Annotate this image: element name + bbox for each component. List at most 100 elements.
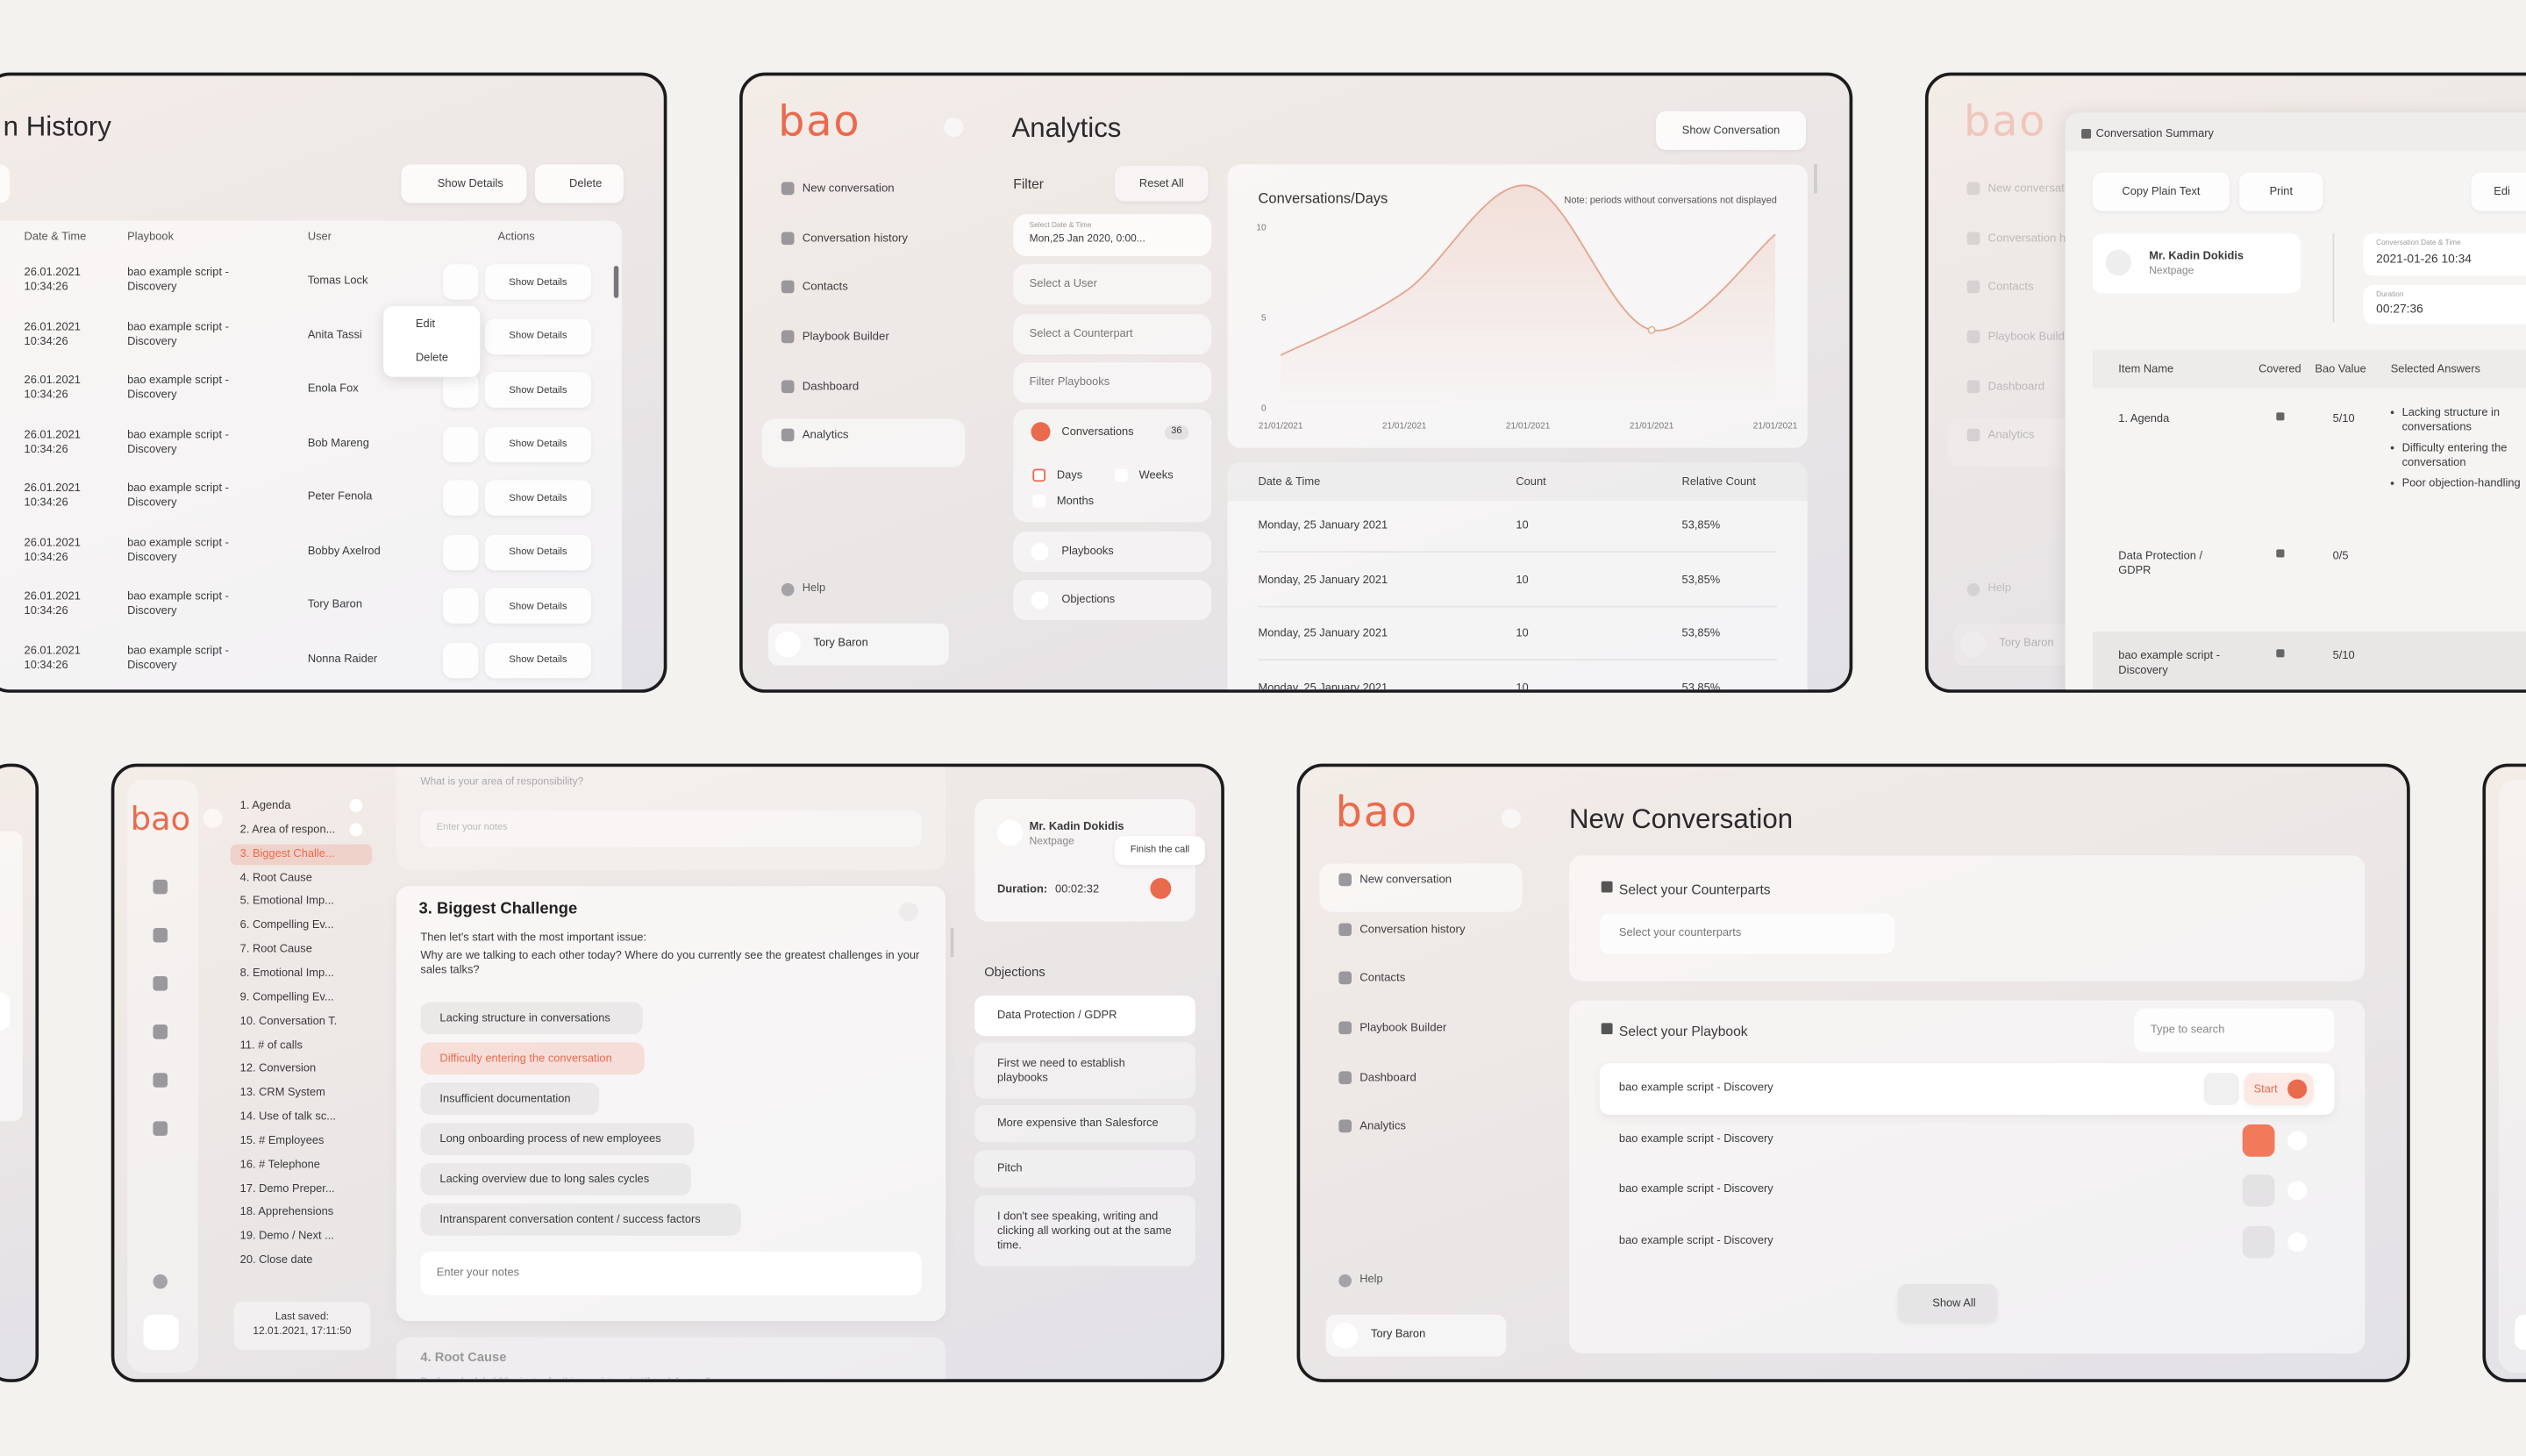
nav-item[interactable]: Analytics <box>802 426 849 442</box>
menu-item[interactable]: Edit <box>415 318 436 331</box>
answer-option[interactable]: Lacking overview due to long sales cycle… <box>420 1163 691 1195</box>
button[interactable]: Show Conversation <box>1656 111 1806 150</box>
step[interactable]: 9. Compelling Ev... <box>239 992 334 1003</box>
checkbox[interactable] <box>1115 468 1128 482</box>
answer-option[interactable]: Lacking structure in conversations <box>420 1002 643 1035</box>
show-details-button[interactable]: Show Details <box>484 588 592 624</box>
answer-option[interactable]: Intransparent conversation content / suc… <box>420 1203 741 1236</box>
button[interactable]: Copy Plain Text <box>2092 172 2230 211</box>
collapse-button[interactable] <box>203 809 223 829</box>
show-details-button[interactable]: Show Details <box>484 480 592 516</box>
nav-item[interactable]: Contacts <box>1359 969 1406 985</box>
step[interactable]: 1. Agenda <box>239 800 291 812</box>
step[interactable]: 6. Compelling Ev... <box>239 920 334 932</box>
button[interactable]: Show Details <box>401 164 527 203</box>
step[interactable]: 14. Use of talk sc... <box>239 1111 337 1124</box>
show-details-button[interactable]: Show Details <box>484 318 592 354</box>
nav-item[interactable]: New conversation <box>1987 180 2080 196</box>
select[interactable] <box>1013 264 1212 305</box>
step[interactable]: 5. Emotional Imp... <box>239 896 334 908</box>
more-button[interactable] <box>443 533 479 570</box>
show-details-button[interactable]: Show Details <box>484 533 592 570</box>
objection[interactable]: Data Protection / GDPR <box>974 996 1195 1037</box>
nav-item[interactable]: Conversation history <box>802 230 909 246</box>
nav-item[interactable]: Dashboard <box>1359 1069 1416 1085</box>
tooltip[interactable]: Finish the call <box>1115 836 1205 866</box>
play-button[interactable] <box>2287 1181 2308 1201</box>
step[interactable]: 17. Demo Preper... <box>239 1183 335 1195</box>
button[interactable]: Print <box>2239 172 2323 211</box>
row-highlight[interactable] <box>1599 1063 2335 1116</box>
step[interactable]: 4. Root Cause <box>239 872 312 884</box>
star-button[interactable] <box>2242 1124 2275 1157</box>
step[interactable]: 2. Area of respon... <box>239 824 336 836</box>
start-button[interactable]: Start <box>2244 1073 2314 1106</box>
notes-input[interactable] <box>420 1252 922 1295</box>
show-details-button[interactable]: Show Details <box>484 264 592 300</box>
nav-item[interactable]: Contacts <box>802 278 848 294</box>
more-button[interactable] <box>443 480 479 516</box>
objection[interactable]: First we need to establish playbooks <box>974 1042 1195 1099</box>
step[interactable]: 15. # Employees <box>239 1135 325 1147</box>
collapse-button[interactable] <box>1501 809 1521 829</box>
nav-item[interactable]: New conversation <box>1359 871 1452 887</box>
step[interactable]: 18. Apprehensions <box>239 1207 334 1219</box>
date-input[interactable] <box>1013 214 1212 257</box>
minus-button[interactable] <box>1031 422 1051 442</box>
nav-item[interactable]: Playbook Builder <box>1359 1019 1447 1035</box>
star-button[interactable] <box>2242 1225 2275 1259</box>
nav-item[interactable]: Analytics <box>1987 426 2035 442</box>
nav-item[interactable]: New conversation <box>802 180 895 196</box>
step[interactable]: 19. Demo / Next ... <box>239 1231 334 1243</box>
nav-item[interactable]: Dashboard <box>1987 378 2045 394</box>
step[interactable]: 16. # Telephone <box>239 1159 320 1171</box>
step[interactable]: 10. Conversation T. <box>239 1016 338 1028</box>
checkbox[interactable] <box>1032 494 1046 508</box>
answer-option[interactable]: Long onboarding process of new employees <box>420 1123 695 1155</box>
play-button[interactable] <box>2287 1131 2308 1151</box>
select[interactable] <box>1599 913 1895 954</box>
answer-option[interactable]: Insufficient documentation <box>420 1082 600 1116</box>
nav-item[interactable]: Playbook Builder <box>802 328 889 344</box>
more-button[interactable] <box>443 264 479 300</box>
avatar-button[interactable] <box>143 1314 179 1351</box>
menu-item[interactable]: Delete <box>415 353 449 365</box>
select[interactable] <box>1013 314 1212 355</box>
show-details-button[interactable]: Show Details <box>484 641 592 678</box>
step[interactable]: 11. # of calls <box>239 1039 303 1052</box>
play-button[interactable] <box>2287 1232 2308 1253</box>
step[interactable]: 8. Emotional Imp... <box>239 967 334 980</box>
more-button[interactable] <box>443 641 479 678</box>
nav-item[interactable]: Conversation history <box>1359 921 1466 937</box>
step[interactable]: 12. Conversion <box>239 1063 317 1075</box>
nav-item[interactable]: Analytics <box>1359 1117 1407 1133</box>
step[interactable]: 20. Close date <box>239 1255 313 1267</box>
button[interactable]: Edi <box>2471 172 2526 211</box>
step[interactable]: 13. CRM System <box>239 1088 325 1099</box>
button[interactable]: Reset All <box>1115 166 1209 202</box>
notes-input[interactable] <box>420 810 922 848</box>
more-button[interactable] <box>443 372 479 408</box>
search-input[interactable] <box>2134 1008 2335 1053</box>
objection[interactable]: Pitch <box>974 1150 1195 1188</box>
show-details-button[interactable]: Show Details <box>484 372 592 408</box>
chevron[interactable] <box>898 902 918 922</box>
button[interactable]: Show All <box>1897 1283 1998 1323</box>
more-button[interactable] <box>443 425 479 462</box>
step[interactable]: 7. Root Cause <box>239 944 312 956</box>
button[interactable]: Delete <box>534 164 624 203</box>
star-button[interactable] <box>2242 1174 2275 1207</box>
checkbox[interactable] <box>1032 468 1046 482</box>
select[interactable] <box>1013 362 1212 403</box>
nav-item[interactable]: Contacts <box>1987 278 2034 294</box>
star-button[interactable] <box>2203 1073 2240 1106</box>
step[interactable]: 3. Biggest Challe... <box>239 848 335 860</box>
nav-item[interactable]: Dashboard <box>802 378 860 394</box>
hangup-button[interactable] <box>1150 878 1172 899</box>
show-details-button[interactable]: Show Details <box>484 425 592 462</box>
nav-item[interactable]: Playbook Builder <box>1987 328 2075 344</box>
answer-option[interactable]: Difficulty entering the conversation <box>420 1042 645 1075</box>
objection[interactable]: More expensive than Salesforce <box>974 1105 1195 1143</box>
objection[interactable]: I don't see speaking, writing and clicki… <box>974 1195 1195 1267</box>
more-button[interactable] <box>443 588 479 624</box>
